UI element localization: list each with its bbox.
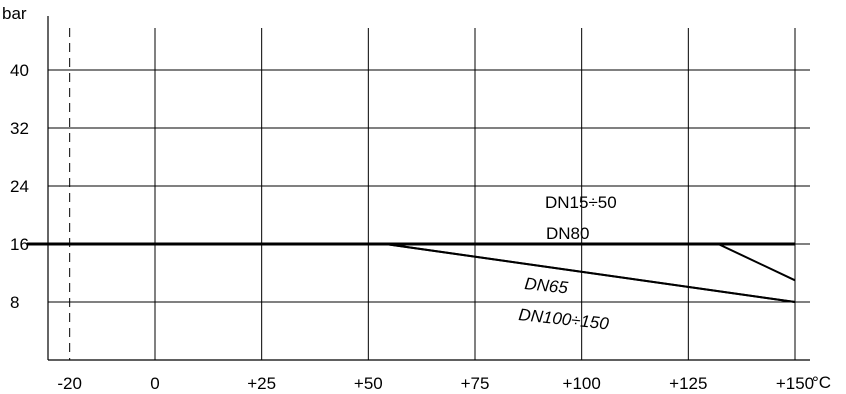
series-label-dn15-50: DN15÷50 — [545, 193, 617, 212]
series-line-3 — [27, 243, 796, 303]
tick-labels: -20 0 +25 +50 +75 +100 +125 +150 8 16 24 32 40 — [10, 61, 814, 393]
x-tick-label: +25 — [247, 374, 276, 393]
series-label-dn80: DN80 — [546, 224, 589, 243]
x-tick-label: +150 — [776, 374, 814, 393]
series-lines — [27, 242, 796, 303]
y-axis-unit: bar — [2, 4, 27, 23]
x-tick-label: +125 — [669, 374, 707, 393]
x-tick-label: -20 — [57, 374, 82, 393]
x-axis-unit: °C — [812, 373, 831, 392]
y-tick-label: 8 — [10, 293, 19, 312]
series-line-1 — [27, 243, 796, 282]
series-line-2 — [27, 243, 796, 303]
axes — [47, 16, 810, 361]
y-tick-label: 16 — [10, 235, 29, 254]
x-tick-label: 0 — [150, 374, 159, 393]
grid-lines — [48, 28, 810, 360]
x-tick-label: +75 — [461, 374, 490, 393]
series-label-dn65: DN65 — [524, 274, 570, 297]
x-tick-label: +50 — [354, 374, 383, 393]
y-tick-label: 40 — [10, 61, 29, 80]
y-tick-label: 32 — [10, 119, 29, 138]
y-tick-label: 24 — [10, 177, 29, 196]
series-label-dn100-150: DN100÷150 — [518, 305, 611, 333]
x-tick-label: +100 — [563, 374, 601, 393]
